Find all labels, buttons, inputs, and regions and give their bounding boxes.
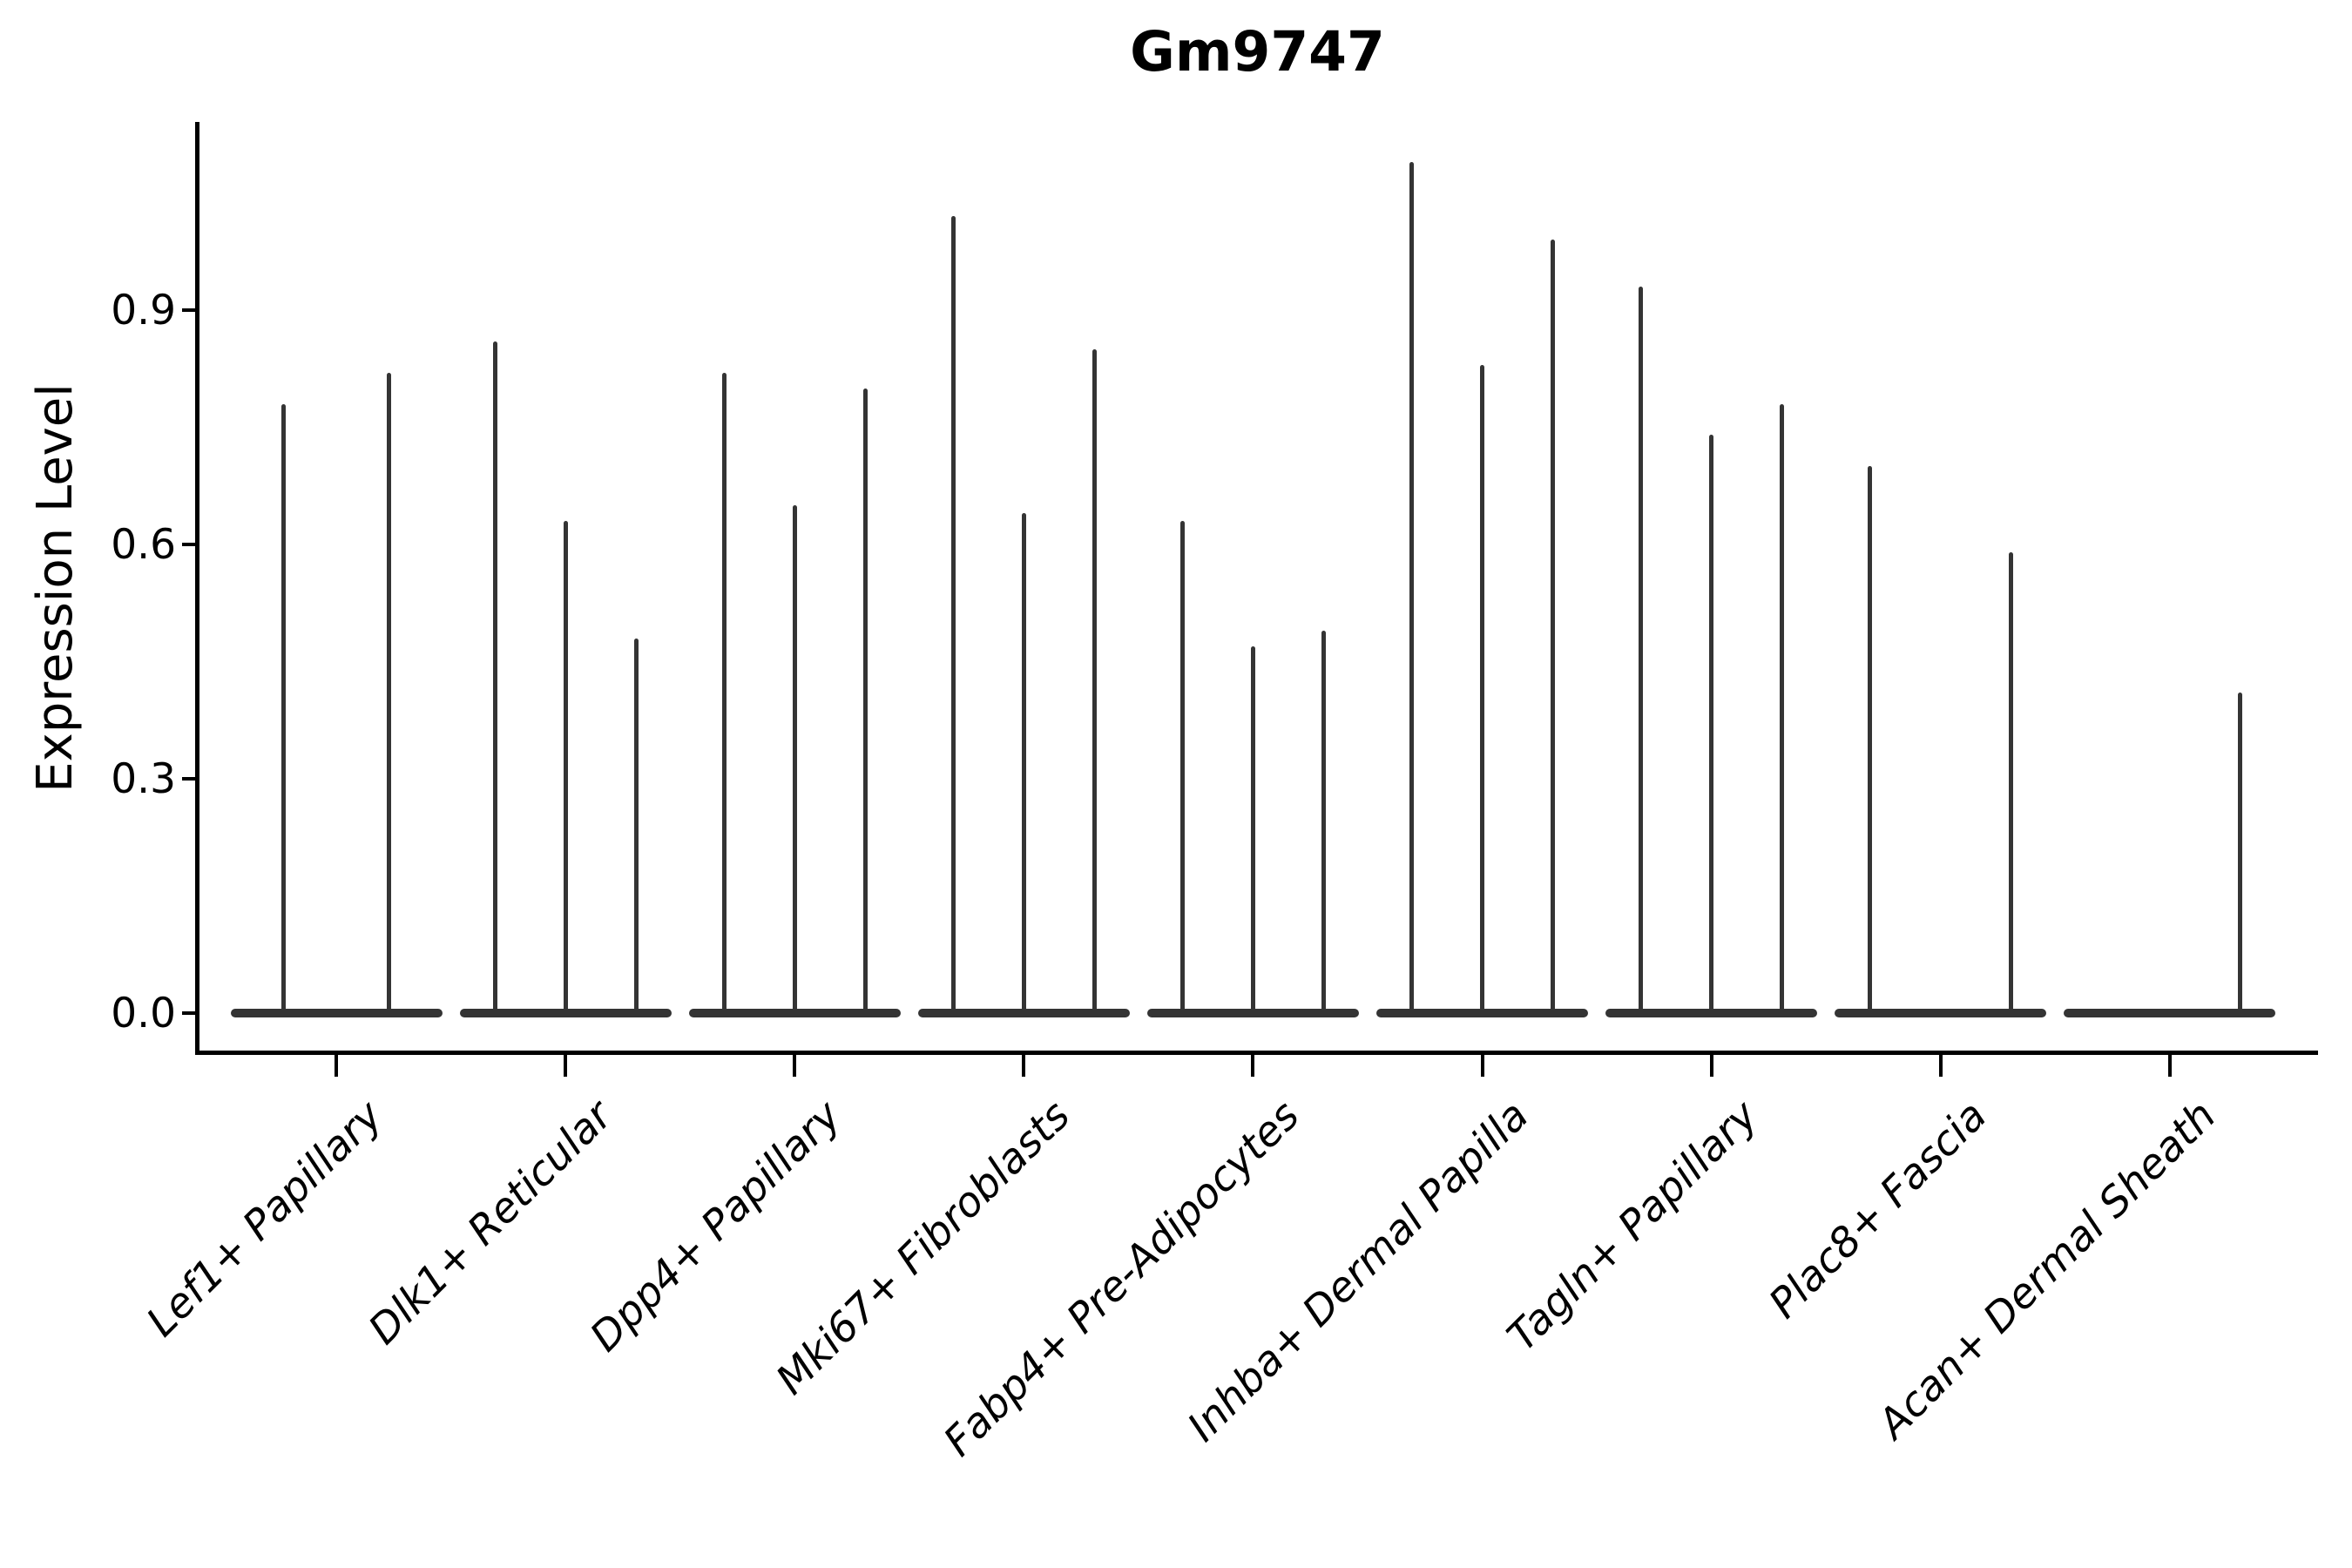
violin-base — [230, 1009, 443, 1017]
x-tick-label: Plac8+ Fascia — [1760, 1092, 1997, 1328]
violin-spike — [950, 216, 956, 1013]
y-tick-label: 0.6 — [111, 520, 176, 569]
x-tick — [564, 1055, 568, 1077]
violin-spike — [2238, 693, 2243, 1013]
chart-title: Gm9747 — [1130, 20, 1385, 84]
x-axis-spine — [195, 1051, 2318, 1055]
violin-spike — [1868, 466, 1873, 1013]
violin-base — [688, 1009, 901, 1017]
violin-base — [1835, 1009, 2047, 1017]
x-tick-label: Lef1+ Papillary — [138, 1092, 393, 1347]
violin-spike — [563, 521, 568, 1013]
violin-spike — [792, 505, 797, 1013]
y-tick — [182, 542, 195, 546]
violin-base — [2064, 1009, 2276, 1017]
x-tick — [793, 1055, 797, 1077]
violin-base — [1605, 1009, 1818, 1017]
violin-spike — [862, 388, 868, 1013]
violin-spike — [721, 372, 727, 1013]
violin-spike — [1021, 513, 1026, 1013]
violin-spike — [1709, 435, 1714, 1013]
x-tick — [1251, 1055, 1255, 1077]
violin-spike — [1780, 403, 1785, 1013]
violin-spike — [280, 403, 286, 1013]
y-tick-label: 0.0 — [111, 990, 176, 1037]
violin-base — [917, 1009, 1130, 1017]
violin-spike — [1179, 521, 1185, 1013]
violin-base — [1146, 1009, 1359, 1017]
x-tick-label: Tagln+ Papillary — [1497, 1092, 1767, 1361]
y-tick-label: 0.3 — [111, 754, 176, 803]
violin-base — [1376, 1009, 1588, 1017]
violin-spike — [1321, 630, 1326, 1013]
y-axis-label: Expression Level — [27, 383, 84, 793]
x-tick — [1709, 1055, 1713, 1077]
x-tick — [1480, 1055, 1484, 1077]
y-tick — [182, 776, 195, 781]
x-tick — [1938, 1055, 1943, 1077]
violin-spike — [492, 341, 497, 1013]
x-tick — [335, 1055, 338, 1077]
violin-spike — [1092, 348, 1097, 1013]
y-tick — [182, 1011, 195, 1015]
violin-spike — [2009, 551, 2014, 1013]
violin-base — [459, 1009, 672, 1017]
violin-spike — [1551, 240, 1555, 1013]
violin-spike — [1480, 364, 1484, 1013]
violin-spike — [633, 638, 639, 1013]
y-tick — [182, 308, 195, 312]
violin-spike — [387, 372, 392, 1013]
violin-spike — [1409, 161, 1414, 1013]
x-tick-label: Dpp4+ Papillary — [581, 1092, 851, 1362]
x-tick — [2167, 1055, 2172, 1077]
x-tick — [1022, 1055, 1026, 1077]
y-axis-spine — [195, 122, 199, 1055]
x-tick-label: Dlk1+ Reticular — [359, 1092, 622, 1355]
violin-spike — [1250, 645, 1255, 1013]
violin-spike — [1639, 287, 1644, 1013]
y-tick-label: 0.9 — [111, 286, 176, 335]
